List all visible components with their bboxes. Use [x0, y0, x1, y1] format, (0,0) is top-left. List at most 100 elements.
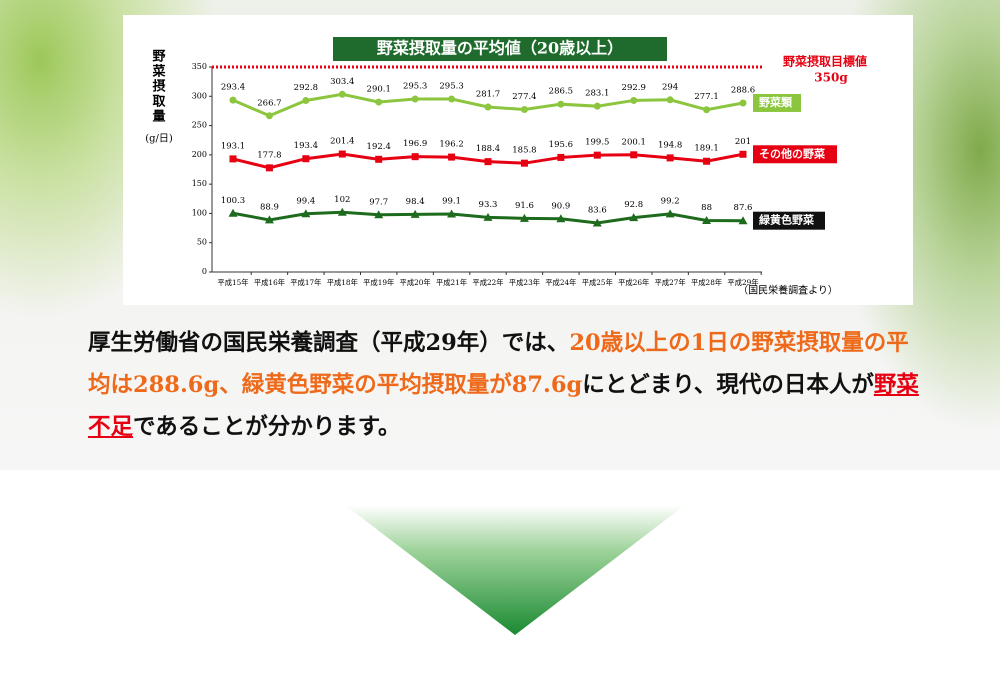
x-tick-label: 平成23年	[509, 278, 540, 287]
value-label: 98.4	[406, 197, 425, 207]
value-label: 286.5	[549, 87, 573, 97]
point	[483, 212, 493, 221]
title-box	[333, 37, 667, 61]
value-label: 201.4	[330, 137, 354, 147]
y-tick-label: 100	[192, 208, 207, 217]
point	[666, 96, 674, 104]
value-label: 193.4	[294, 141, 318, 151]
point	[556, 214, 566, 223]
x-tick-label: 平成27年	[655, 278, 686, 287]
value-label: 196.2	[439, 140, 463, 150]
x-tick-label: 平成20年	[400, 278, 431, 287]
value-label: 288.6	[731, 85, 755, 95]
legend-label: その他の野菜	[759, 146, 826, 160]
value-label: 99.2	[661, 196, 680, 206]
x-tick-label: 平成28年	[691, 278, 722, 287]
value-label: 281.7	[476, 90, 500, 100]
point	[410, 209, 420, 218]
value-label: 195.6	[549, 140, 573, 150]
value-label: 87.6	[734, 203, 753, 213]
value-label: 201	[735, 137, 751, 147]
point	[703, 157, 711, 165]
point	[520, 106, 528, 114]
y-tick-label: 200	[192, 150, 207, 159]
value-label: 292.9	[622, 83, 646, 93]
value-label: 283.1	[585, 89, 609, 99]
point	[228, 208, 238, 217]
value-label: 91.6	[515, 201, 534, 211]
chart: 野菜摂取量の平均値（20歳以上） (g/日) （国民栄養調査より） 野菜摂取量 0…	[123, 15, 913, 305]
value-label: 92.8	[624, 200, 643, 210]
point	[666, 154, 674, 162]
value-label: 266.7	[257, 98, 281, 108]
legend-box	[753, 145, 837, 164]
chart-title: 野菜摂取量の平均値（20歳以上）	[377, 39, 623, 58]
point	[738, 216, 748, 225]
value-label: 194.8	[658, 140, 682, 150]
point	[302, 97, 310, 105]
value-label: 88	[701, 203, 712, 213]
point	[375, 155, 383, 163]
value-label: 196.9	[403, 139, 427, 149]
value-label: 292.8	[294, 83, 318, 93]
point	[411, 153, 419, 161]
point	[265, 164, 273, 172]
point	[338, 90, 346, 98]
text-segment: であることが分かります。	[133, 414, 401, 440]
value-label: 100.3	[221, 196, 245, 206]
legend-box	[753, 211, 825, 230]
y-unit: (g/日)	[145, 134, 173, 145]
x-tick-label: 平成18年	[327, 278, 358, 287]
point	[448, 153, 456, 161]
value-label: 188.4	[476, 144, 500, 154]
value-label: 99.4	[296, 196, 315, 206]
point	[338, 150, 346, 158]
value-label: 192.4	[367, 142, 391, 152]
point	[593, 151, 601, 159]
value-label: 199.5	[585, 138, 609, 148]
point	[302, 155, 310, 163]
value-label: 99.1	[442, 196, 461, 206]
point	[484, 103, 492, 111]
point	[739, 150, 747, 158]
point	[630, 96, 638, 104]
point	[229, 96, 237, 104]
text-segment: 20歳以上の1日の野菜摂取量の平均は288.6g、緑黄色野菜の平均摂取量が87.…	[88, 330, 909, 398]
point	[630, 151, 638, 159]
y-tick-label: 0	[202, 267, 207, 276]
x-tick-label: 平成26年	[618, 278, 649, 287]
point	[265, 112, 273, 120]
point	[264, 215, 274, 224]
point	[374, 210, 384, 219]
value-label: 277.1	[694, 92, 718, 102]
text-segment: にとどまり、現代の日本人が	[582, 372, 874, 398]
point	[557, 153, 565, 161]
value-label: 90.9	[551, 201, 570, 211]
down-arrow	[345, 505, 685, 635]
text-segment: 厚生労働省の国民栄養調査（平成29年）では、	[88, 330, 570, 356]
point	[702, 215, 712, 224]
legend-label: 野菜類	[759, 95, 793, 109]
x-tick-label: 平成15年	[217, 278, 248, 287]
x-tick-label: 平成16年	[254, 278, 285, 287]
point	[301, 209, 311, 218]
value-label: 295.3	[439, 82, 463, 92]
x-tick-label: 平成19年	[363, 278, 394, 287]
x-tick-label: 平成25年	[582, 278, 613, 287]
text-segment: 野菜不足	[88, 372, 919, 440]
y-axis-label: 菜	[151, 64, 165, 80]
arrow	[345, 505, 685, 635]
value-label: 290.1	[367, 85, 391, 95]
point	[629, 213, 639, 222]
value-label: 294	[662, 82, 678, 92]
legend-label: 緑黄色野菜	[759, 213, 815, 227]
value-label: 303.4	[330, 77, 354, 87]
value-label: 277.4	[512, 92, 536, 102]
x-tick-label: 平成24年	[545, 278, 576, 287]
point	[520, 159, 528, 167]
value-label: 83.6	[588, 206, 607, 216]
target-value-label: 350g	[814, 71, 848, 85]
value-label: 88.9	[260, 202, 279, 212]
y-tick-label: 300	[192, 91, 207, 100]
